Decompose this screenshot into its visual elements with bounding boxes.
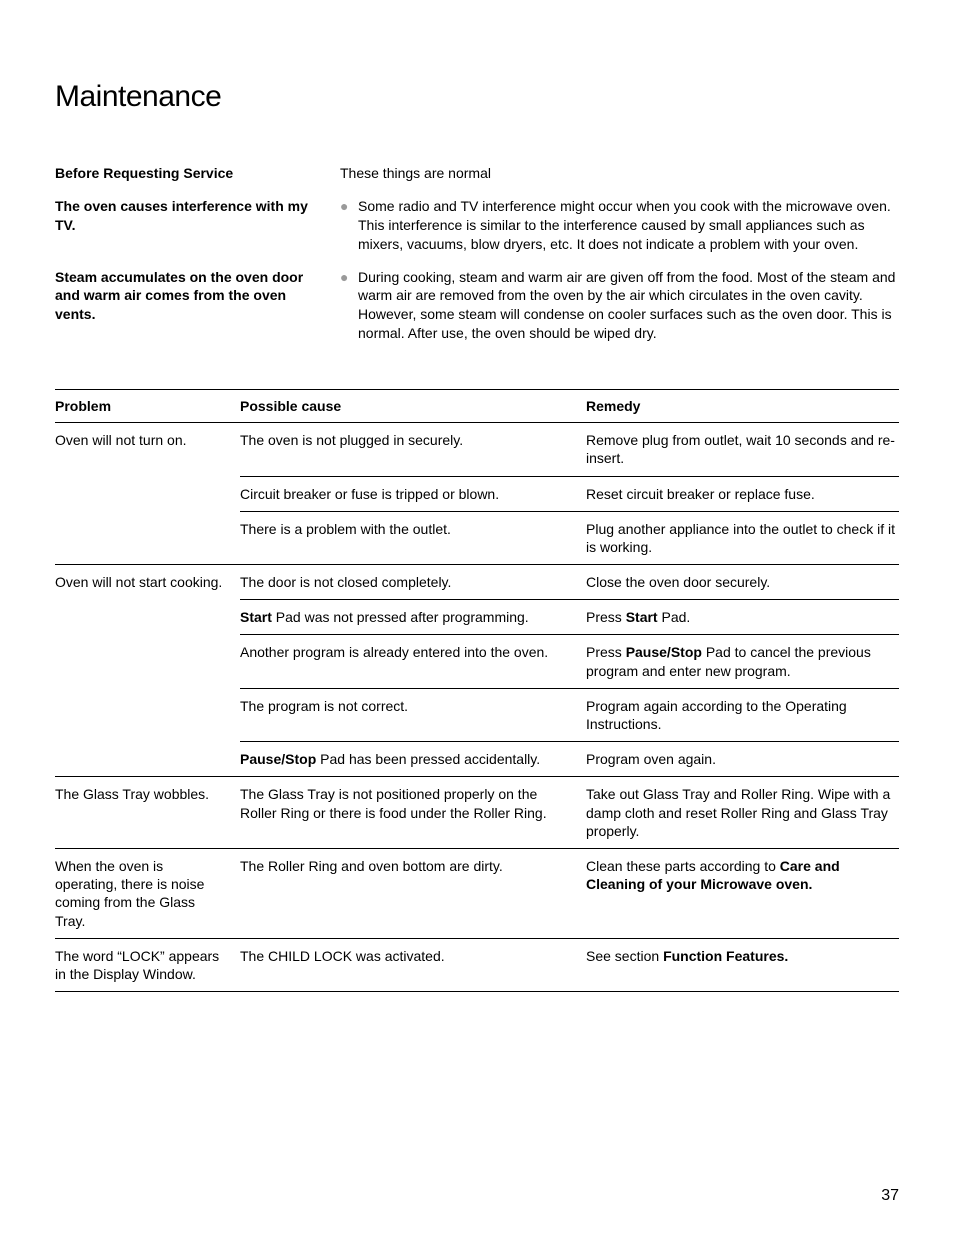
table-group: The Glass Tray wobbles.The Glass Tray is… [55, 777, 899, 849]
cause-cell: The CHILD LOCK was activated. [240, 947, 586, 965]
intro-text-steam: During cooking, steam and warm air are g… [358, 268, 899, 344]
cause-cell: The Glass Tray is not positioned properl… [240, 785, 586, 840]
intro-heading-steam: Steam accumulates on the oven door and w… [55, 268, 340, 344]
table-row: Pause/Stop Pad has been pressed accident… [240, 742, 899, 776]
cause-cell: Circuit breaker or fuse is tripped or bl… [240, 485, 586, 503]
remedy-cell: Program oven again. [586, 750, 899, 768]
problem-cell: When the oven is operating, there is noi… [55, 849, 240, 938]
table-row: The Roller Ring and oven bottom are dirt… [240, 849, 899, 901]
cause-cell: Another program is already entered into … [240, 643, 586, 679]
before-requesting-service: Before Requesting Service [55, 164, 340, 183]
remedy-cell: Reset circuit breaker or replace fuse. [586, 485, 899, 503]
table-group: Oven will not start cooking.The door is … [55, 565, 899, 777]
table-row: The oven is not plugged in securely.Remo… [240, 423, 899, 476]
table-group: The word “LOCK” appears in the Display W… [55, 939, 899, 992]
cause-cell: Pause/Stop Pad has been pressed accident… [240, 750, 586, 768]
problem-cell: The Glass Tray wobbles. [55, 777, 240, 848]
table-header: Problem Possible cause Remedy [55, 390, 899, 423]
intro-heading-tv: The oven causes interference with my TV. [55, 197, 340, 254]
table-row: The CHILD LOCK was activated.See section… [240, 939, 899, 973]
bullet-icon: ● [340, 268, 358, 344]
table-row: Circuit breaker or fuse is tripped or bl… [240, 477, 899, 512]
page-title: Maintenance [55, 80, 899, 114]
troubleshooting-table: Problem Possible cause Remedy Oven will … [55, 389, 899, 992]
table-row: The Glass Tray is not positioned properl… [240, 777, 899, 848]
table-row: Start Pad was not pressed after programm… [240, 600, 899, 635]
remedy-cell: Plug another appliance into the outlet t… [586, 520, 899, 556]
intro-before-row: Before Requesting Service These things a… [55, 164, 899, 183]
bullet-icon: ● [340, 197, 358, 254]
table-row: Another program is already entered into … [240, 635, 899, 688]
header-cause: Possible cause [240, 398, 586, 414]
cause-cell: The oven is not plugged in securely. [240, 431, 586, 467]
cause-cell: There is a problem with the outlet. [240, 520, 586, 556]
these-things-are-normal: These things are normal [340, 164, 899, 183]
remedy-cell: Press Pause/Stop Pad to cancel the previ… [586, 643, 899, 679]
cause-cell: The program is not correct. [240, 697, 586, 733]
remedy-cell: Close the oven door securely. [586, 573, 899, 591]
cause-cell: The Roller Ring and oven bottom are dirt… [240, 857, 586, 893]
cause-cell: Start Pad was not pressed after programm… [240, 608, 586, 626]
table-row: There is a problem with the outlet.Plug … [240, 512, 899, 564]
remedy-cell: Remove plug from outlet, wait 10 seconds… [586, 431, 899, 467]
cause-cell: The door is not closed completely. [240, 573, 586, 591]
header-remedy: Remedy [586, 398, 899, 414]
intro-item-tv: The oven causes interference with my TV.… [55, 197, 899, 254]
remedy-cell: See section Function Features. [586, 947, 899, 965]
table-group: Oven will not turn on.The oven is not pl… [55, 423, 899, 565]
problem-cell: The word “LOCK” appears in the Display W… [55, 939, 240, 991]
intro-text-tv: Some radio and TV interference might occ… [358, 197, 899, 254]
intro-item-steam: Steam accumulates on the oven door and w… [55, 268, 899, 344]
table-row: The door is not closed completely.Close … [240, 565, 899, 600]
table-group: When the oven is operating, there is noi… [55, 849, 899, 939]
page-number: 37 [881, 1187, 899, 1205]
header-problem: Problem [55, 398, 240, 414]
remedy-cell: Take out Glass Tray and Roller Ring. Wip… [586, 785, 899, 840]
table-row: The program is not correct.Program again… [240, 689, 899, 742]
problem-cell: Oven will not start cooking. [55, 565, 240, 776]
remedy-cell: Press Start Pad. [586, 608, 899, 626]
remedy-cell: Program again according to the Operating… [586, 697, 899, 733]
problem-cell: Oven will not turn on. [55, 423, 240, 564]
remedy-cell: Clean these parts according to Care and … [586, 857, 899, 893]
